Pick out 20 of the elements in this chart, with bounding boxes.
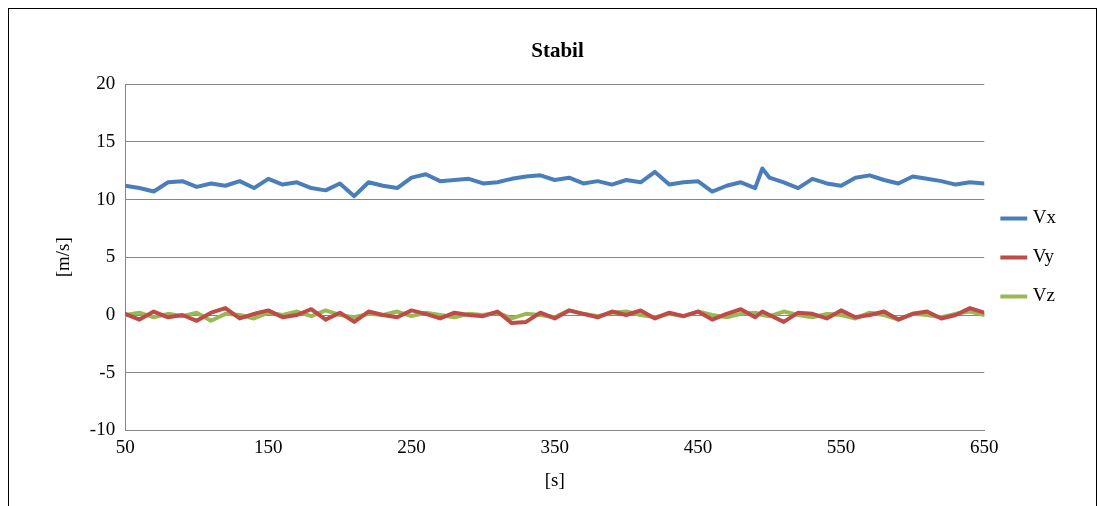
x-tick-label: 550 (826, 435, 856, 457)
x-tick-label: 50 (115, 435, 135, 457)
x-tick-label: 150 (254, 435, 283, 457)
y-tick-label: -10 (89, 418, 116, 440)
x-tick-label: 450 (683, 435, 713, 457)
legend-label: Vx (1032, 206, 1057, 228)
chart-title: Stabil (531, 38, 584, 63)
x-tick-label: 250 (397, 435, 426, 457)
legend-label: Vz (1032, 284, 1055, 306)
x-tick-label: 650 (970, 435, 999, 457)
x-tick-label: 350 (540, 435, 569, 457)
y-tick-label: 10 (96, 187, 116, 209)
y-tick-label: -5 (99, 360, 116, 382)
x-axis-title: [s] (544, 468, 565, 490)
y-tick-label: 15 (96, 129, 116, 151)
y-axis-title: [m/s] (52, 237, 74, 278)
y-tick-label: 0 (105, 302, 116, 324)
legend-label: Vy (1032, 245, 1055, 267)
y-tick-label: 20 (96, 72, 116, 94)
y-tick-label: 5 (105, 245, 116, 267)
